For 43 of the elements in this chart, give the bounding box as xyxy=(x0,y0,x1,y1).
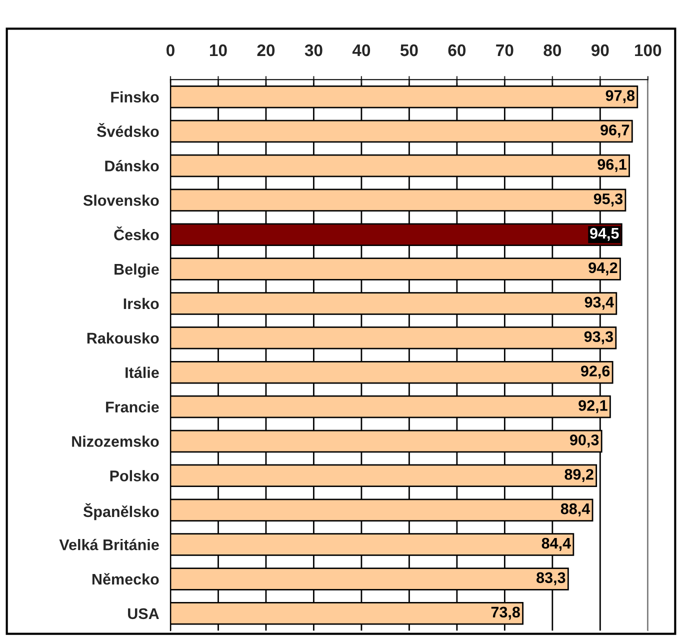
y-tick-label: Finsko xyxy=(111,91,159,103)
y-tick-label: Irsko xyxy=(124,298,159,310)
data-label: 93,4 xyxy=(584,296,614,310)
y-tick-label: Rakousko xyxy=(87,332,159,344)
x-tick-label: 50 xyxy=(400,44,418,56)
data-label: 94,5 xyxy=(590,228,619,241)
x-tick-label: 80 xyxy=(544,44,562,56)
data-label: 96,7 xyxy=(600,124,630,138)
x-tick-label: 20 xyxy=(257,44,275,56)
x-tick-label: 60 xyxy=(448,44,466,56)
data-label: 83,3 xyxy=(536,572,566,586)
data-label: 90,3 xyxy=(570,434,599,448)
y-tick-label: Švédsko xyxy=(96,123,159,137)
y-tick-label: Dánsko xyxy=(105,160,159,172)
data-label: 94,2 xyxy=(588,262,618,276)
y-tick-label: Velká Británie xyxy=(59,538,159,550)
x-tick-label: 40 xyxy=(352,44,370,56)
data-label: 84,4 xyxy=(542,538,571,551)
y-tick-label: USA xyxy=(128,608,159,620)
x-tick-label: 10 xyxy=(210,44,227,56)
y-tick-label: Nizozemsko xyxy=(72,436,159,447)
y-tick-label: Francie xyxy=(106,401,159,412)
y-tick-label: Česko xyxy=(114,226,159,240)
data-label: 73,8 xyxy=(491,606,520,620)
y-tick-label: Německo xyxy=(92,573,159,585)
data-label: 93,3 xyxy=(584,331,613,344)
y-tick-label: Itálie xyxy=(126,366,159,378)
y-tick-label: Polsko xyxy=(110,470,159,482)
data-label: 92,6 xyxy=(580,366,610,379)
y-tick-label: Španělsko xyxy=(83,503,159,520)
x-tick-label: 90 xyxy=(591,44,609,56)
x-tick-label: 30 xyxy=(304,44,322,56)
data-label: 88,4 xyxy=(560,503,590,516)
data-label: 92,1 xyxy=(578,400,608,414)
data-label: 97,8 xyxy=(606,90,635,104)
y-tick-label: Slovensko xyxy=(83,194,159,206)
data-label: 95,3 xyxy=(594,193,623,206)
data-label: 96,1 xyxy=(598,159,626,172)
x-tick-label: 100 xyxy=(635,44,662,56)
x-tick-label: 0 xyxy=(166,44,174,56)
data-label: 89,2 xyxy=(564,468,594,482)
y-tick-label: Belgie xyxy=(114,263,159,278)
x-tick-label: 70 xyxy=(496,44,514,56)
